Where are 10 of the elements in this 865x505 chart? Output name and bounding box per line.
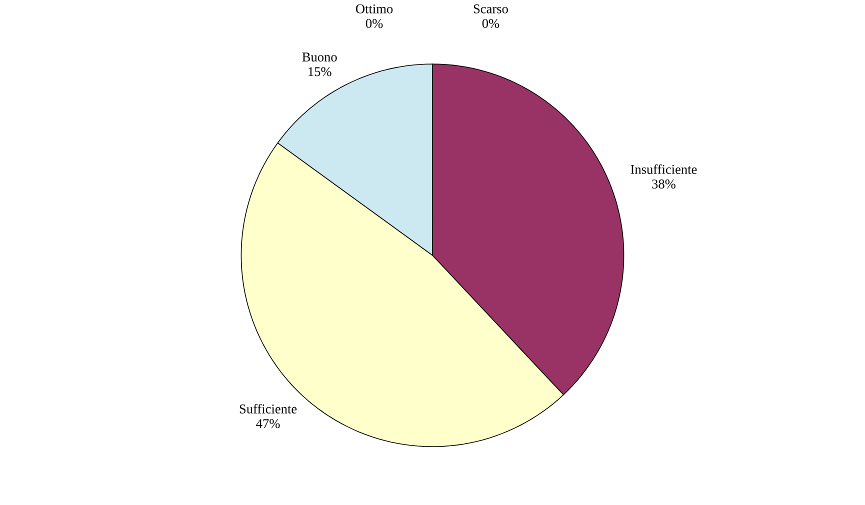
data-label: 38%	[652, 180, 676, 189]
data-label: 47%	[256, 419, 280, 428]
slice-label: Buono	[302, 52, 337, 62]
slice-label: Sufficiente	[240, 404, 297, 414]
category-label: Ottimo	[356, 4, 393, 14]
category-label: Scarso	[474, 4, 508, 14]
slice-label: Insufficiente	[630, 164, 697, 174]
text: 0%	[366, 19, 383, 28]
text: 0%	[482, 19, 500, 28]
data-label: 15%	[308, 67, 332, 76]
